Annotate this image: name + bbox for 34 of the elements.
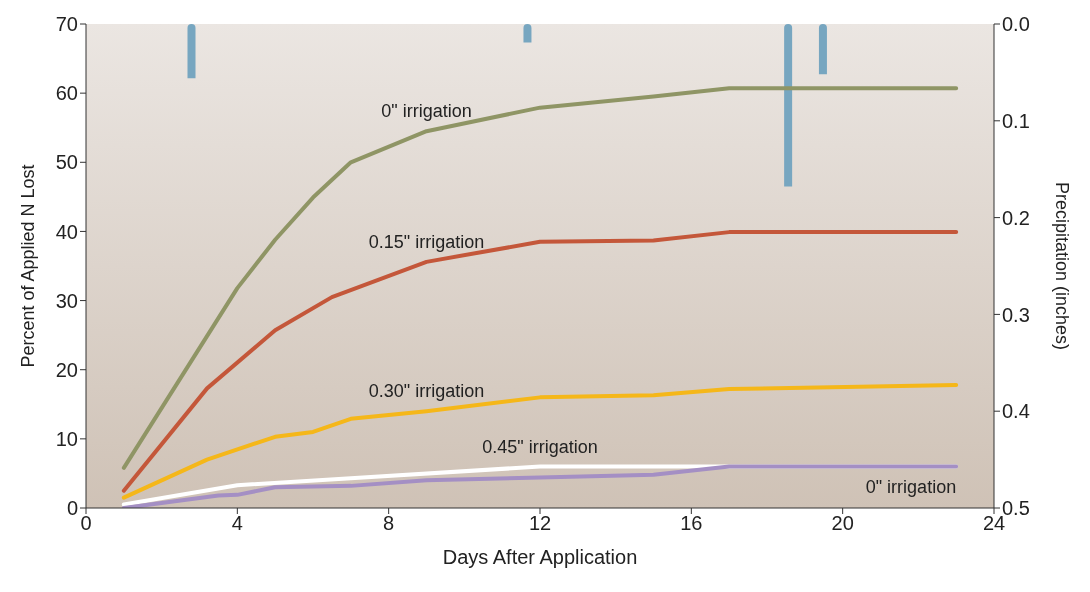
y2-tick-label: 0.3: [1002, 303, 1030, 326]
y2-axis-title: Precipitation (inches): [1051, 181, 1072, 351]
y-tick-label: 70: [55, 13, 78, 36]
x-tick-label: 4: [231, 512, 243, 535]
y2-tick-label: 0.0: [1002, 13, 1030, 36]
y-tick-label: 40: [55, 220, 78, 243]
series-label: 0.30" irrigation: [368, 381, 485, 402]
series-label: 0.15" irrigation: [368, 231, 485, 252]
bar: [784, 24, 793, 187]
x-tick-label: 20: [831, 512, 854, 535]
series-label: 0.45" irrigation: [482, 436, 598, 457]
y-tick-label: 20: [55, 358, 78, 381]
y-tick-label: 30: [55, 289, 78, 312]
y-tick-label: 60: [55, 82, 78, 105]
y-tick-label: 50: [55, 151, 78, 174]
y-tick-label: 0: [66, 497, 78, 520]
bar: [523, 24, 532, 43]
y2-tick-label: 0.2: [1002, 206, 1030, 229]
x-tick-label: 16: [680, 512, 703, 535]
bar: [187, 24, 196, 79]
line-series: [121, 86, 959, 470]
bar: [818, 24, 827, 75]
x-tick-label: 0: [80, 512, 92, 535]
x-tick-label: 12: [528, 512, 552, 535]
x-tick-label: 8: [383, 512, 395, 535]
y-tick-label: 10: [55, 427, 78, 450]
y2-tick-label: 0.4: [1002, 400, 1030, 423]
series-label: 0" irrigation: [381, 101, 472, 122]
y2-tick-label: 0.5: [1002, 497, 1030, 520]
y-axis-title: Percent of Applied N Lost: [18, 164, 39, 368]
y2-tick-label: 0.1: [1002, 109, 1030, 132]
x-axis-title: Days After Application: [442, 546, 638, 568]
series-label: 0" irrigation: [865, 476, 957, 497]
line-series: [121, 382, 959, 500]
